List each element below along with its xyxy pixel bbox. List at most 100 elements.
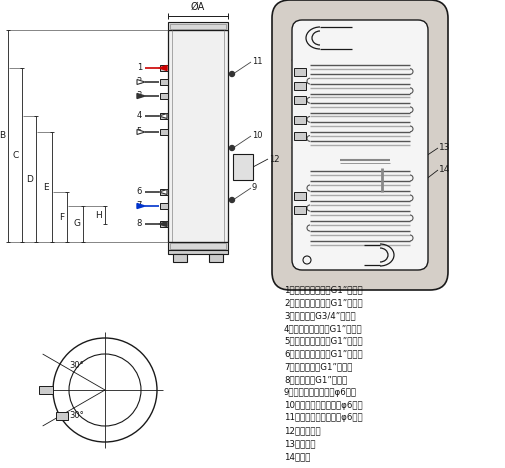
- Circle shape: [425, 80, 427, 81]
- Text: 7: 7: [137, 202, 142, 211]
- Circle shape: [426, 122, 428, 124]
- Bar: [209, 254, 223, 262]
- Text: G: G: [73, 219, 80, 228]
- Text: 12、电器盒罩: 12、电器盒罩: [284, 426, 321, 435]
- Circle shape: [294, 262, 295, 263]
- Circle shape: [301, 99, 302, 101]
- Text: 5、一次循环进口（G1”外丝）: 5、一次循环进口（G1”外丝）: [284, 336, 363, 346]
- Circle shape: [419, 258, 421, 259]
- Circle shape: [423, 221, 424, 223]
- Bar: [170, 24, 226, 29]
- Circle shape: [419, 53, 420, 55]
- Circle shape: [349, 261, 351, 263]
- Bar: [160, 79, 168, 85]
- Bar: [168, 242, 228, 250]
- Polygon shape: [159, 221, 167, 227]
- Text: F: F: [59, 212, 64, 221]
- Circle shape: [301, 180, 302, 182]
- Circle shape: [421, 204, 423, 205]
- Bar: [160, 189, 168, 195]
- Text: 3: 3: [137, 92, 142, 101]
- Circle shape: [383, 23, 385, 25]
- Bar: [39, 386, 53, 394]
- Circle shape: [292, 223, 293, 225]
- Circle shape: [295, 29, 297, 30]
- Circle shape: [293, 48, 295, 50]
- Text: 8: 8: [137, 219, 142, 228]
- Circle shape: [406, 25, 408, 27]
- Bar: [294, 82, 306, 90]
- FancyBboxPatch shape: [272, 0, 448, 290]
- Text: C: C: [13, 151, 19, 160]
- Circle shape: [423, 213, 425, 215]
- Bar: [160, 93, 168, 99]
- Text: B: B: [0, 132, 5, 140]
- Text: 6: 6: [137, 188, 142, 197]
- Text: 30°: 30°: [70, 410, 84, 419]
- Bar: [160, 221, 168, 227]
- Circle shape: [374, 22, 375, 23]
- Polygon shape: [159, 66, 167, 71]
- Text: 2、二次循环进口（G1”外丝）: 2、二次循环进口（G1”外丝）: [284, 298, 363, 307]
- Circle shape: [422, 233, 424, 234]
- Circle shape: [293, 251, 295, 253]
- Bar: [168, 22, 228, 30]
- Text: 1: 1: [137, 64, 142, 73]
- Circle shape: [296, 247, 297, 248]
- Circle shape: [418, 221, 419, 223]
- Bar: [168, 250, 228, 254]
- Circle shape: [292, 147, 294, 148]
- Text: 14、镶棒: 14、镶棒: [284, 452, 311, 461]
- Circle shape: [419, 243, 421, 244]
- Bar: [294, 206, 306, 214]
- Text: 11、上部感温探头孔（φ6孔）: 11、上部感温探头孔（φ6孔）: [284, 414, 363, 423]
- Text: 4、二次循环出口（G1”外丝）: 4、二次循环出口（G1”外丝）: [284, 324, 363, 333]
- Circle shape: [424, 117, 425, 119]
- Circle shape: [420, 100, 421, 102]
- Text: 9、下部感温探头孔（φ6孔）: 9、下部感温探头孔（φ6孔）: [284, 388, 357, 397]
- Text: 30°: 30°: [70, 360, 84, 370]
- Text: 6、一次循环出口（G1”外丝）: 6、一次循环出口（G1”外丝）: [284, 350, 363, 358]
- Bar: [168, 30, 228, 242]
- Text: 3、回流口（G3/4”外丝）: 3、回流口（G3/4”外丝）: [284, 311, 356, 320]
- Bar: [294, 116, 306, 124]
- Bar: [160, 129, 168, 135]
- Bar: [294, 192, 306, 200]
- Circle shape: [297, 101, 299, 102]
- Polygon shape: [137, 204, 145, 209]
- Bar: [173, 254, 187, 262]
- Circle shape: [422, 82, 424, 84]
- Polygon shape: [159, 190, 167, 195]
- Circle shape: [419, 163, 421, 165]
- Circle shape: [229, 197, 234, 203]
- Circle shape: [298, 152, 300, 154]
- Text: 7、冷水进口（G1”外丝）: 7、冷水进口（G1”外丝）: [284, 362, 352, 371]
- Circle shape: [419, 116, 421, 117]
- Circle shape: [330, 29, 332, 30]
- Circle shape: [422, 246, 424, 247]
- Text: D: D: [26, 175, 33, 183]
- Text: H: H: [95, 211, 102, 219]
- Text: 8、排污口（G1”外丝）: 8、排污口（G1”外丝）: [284, 375, 347, 384]
- Circle shape: [305, 24, 307, 25]
- Circle shape: [294, 260, 296, 262]
- Circle shape: [419, 193, 420, 195]
- Bar: [160, 65, 168, 71]
- Text: 13: 13: [439, 144, 450, 153]
- Circle shape: [375, 267, 376, 268]
- Circle shape: [294, 46, 296, 48]
- Circle shape: [292, 59, 293, 61]
- Text: 9: 9: [252, 183, 257, 192]
- Text: 10: 10: [252, 132, 263, 140]
- Circle shape: [229, 72, 234, 76]
- Bar: [294, 96, 306, 104]
- FancyBboxPatch shape: [292, 20, 428, 270]
- Circle shape: [229, 146, 234, 151]
- Text: 4: 4: [137, 111, 142, 120]
- Text: 12: 12: [269, 154, 279, 163]
- Circle shape: [300, 256, 301, 258]
- Circle shape: [299, 236, 300, 237]
- Text: 5: 5: [137, 127, 142, 137]
- Text: 1、生活热水出口（G1”外丝）: 1、生活热水出口（G1”外丝）: [284, 285, 363, 294]
- Circle shape: [370, 28, 372, 30]
